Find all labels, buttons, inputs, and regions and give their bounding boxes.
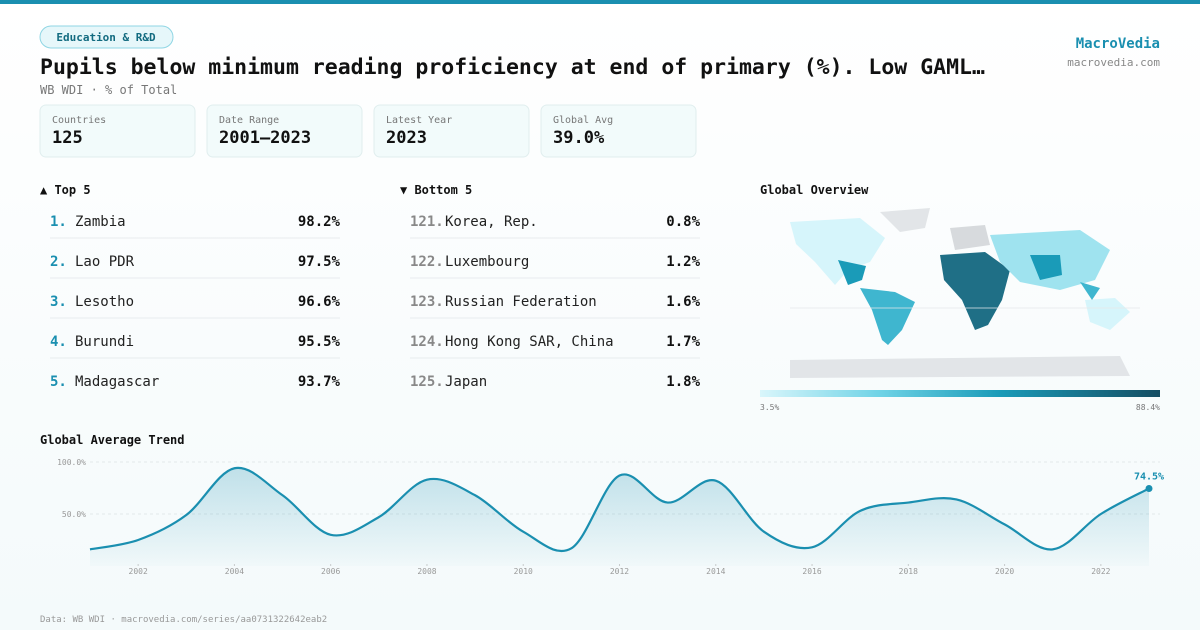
x-tick-label: 2008 (417, 567, 436, 576)
country-name: Zambia (75, 214, 126, 230)
trend-area (90, 467, 1149, 566)
country-name: Luxembourg (445, 254, 529, 270)
country-name: Madagascar (75, 374, 159, 390)
rank: 125. (410, 374, 444, 390)
chart-title: Global Average Trend (40, 433, 185, 447)
country-name: Burundi (75, 334, 134, 350)
country-name: Russian Federation (445, 294, 597, 310)
country-value: 95.5% (298, 334, 341, 350)
top-bar (0, 0, 1200, 4)
map-title: Global Overview (760, 183, 869, 197)
rank: 124. (410, 334, 444, 350)
y-tick-label: 50.0% (62, 510, 86, 519)
value-label: 74.5% (1134, 472, 1164, 483)
stat-card (206, 104, 363, 158)
title: Pupils below minimum reading proficiency… (40, 55, 985, 80)
country-value: 1.8% (666, 374, 700, 390)
stat-label: Global Avg (553, 115, 613, 126)
footer-source: Data: WB WDI · macrovedia.com/series/aa0… (40, 615, 327, 625)
x-tick-label: 2006 (321, 567, 340, 576)
stat-label: Countries (52, 115, 106, 126)
trend-point (1145, 485, 1153, 493)
country-value: 1.2% (666, 254, 700, 270)
stat-value: 39.0% (553, 128, 605, 148)
y-tick-label: 100.0% (57, 458, 86, 467)
stat-value: 125 (52, 128, 83, 148)
bottom-heading: ▼ Bottom 5 (400, 183, 472, 197)
world-map (790, 208, 1130, 378)
x-tick-label: 2018 (899, 567, 918, 576)
country-name: Lesotho (75, 294, 134, 310)
stat-value: 2001–2023 (219, 128, 311, 148)
country-value: 1.7% (666, 334, 700, 350)
x-tick-label: 2022 (1091, 567, 1110, 576)
rank: 2. (50, 254, 67, 270)
x-tick-label: 2004 (225, 567, 244, 576)
country-name: Korea, Rep. (445, 214, 538, 230)
stat-value: 2023 (386, 128, 427, 148)
country-value: 0.8% (666, 214, 700, 230)
rank: 5. (50, 374, 67, 390)
stat-label: Latest Year (386, 115, 452, 126)
x-tick-label: 2010 (514, 567, 533, 576)
brand: MacroVedia (1076, 36, 1160, 52)
category-tag: Education & R&D (56, 31, 156, 44)
country-name: Hong Kong SAR, China (445, 334, 614, 350)
subtitle: WB WDI · % of Total (40, 83, 177, 97)
rank: 123. (410, 294, 444, 310)
country-value: 97.5% (298, 254, 341, 270)
stat-label: Date Range (219, 115, 279, 126)
x-tick-label: 2014 (706, 567, 725, 576)
country-value: 98.2% (298, 214, 341, 230)
stat-card (373, 104, 530, 158)
site: macrovedia.com (1067, 56, 1160, 69)
category-pill (39, 25, 174, 49)
rank: 121. (410, 214, 444, 230)
legend-max: 88.4% (1136, 403, 1160, 412)
country-value: 96.6% (298, 294, 341, 310)
rank: 1. (50, 214, 67, 230)
top-heading: ▲ Top 5 (40, 183, 91, 197)
x-tick-label: 2020 (995, 567, 1014, 576)
rank: 3. (50, 294, 67, 310)
legend-scale (760, 390, 1160, 397)
x-tick-label: 2012 (610, 567, 629, 576)
stat-card (39, 104, 196, 158)
legend-min: 3.5% (760, 403, 779, 412)
x-tick-label: 2002 (129, 567, 148, 576)
stat-card (540, 104, 697, 158)
country-value: 93.7% (298, 374, 341, 390)
trend-line (89, 466, 1150, 553)
rank: 4. (50, 334, 67, 350)
rank: 122. (410, 254, 444, 270)
country-name: Lao PDR (75, 254, 135, 270)
country-name: Japan (445, 374, 487, 390)
x-tick-label: 2016 (802, 567, 821, 576)
country-value: 1.6% (666, 294, 700, 310)
